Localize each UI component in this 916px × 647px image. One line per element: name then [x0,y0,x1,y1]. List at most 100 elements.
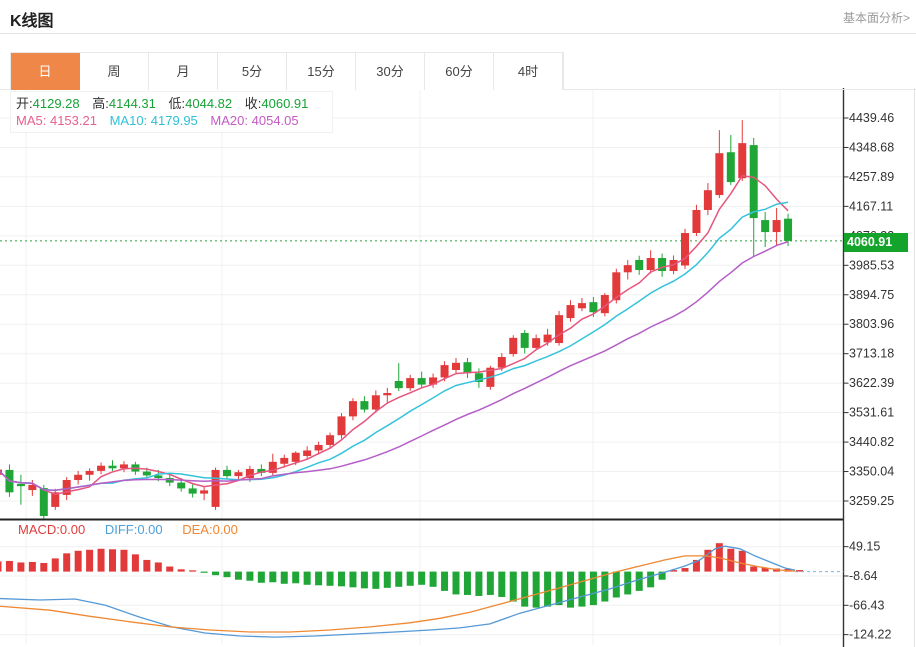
macd-bar [418,571,426,585]
macd-bar [189,570,197,572]
candle-body [371,395,380,410]
macd-bar [635,571,643,591]
macd-bar [383,571,391,588]
price-tick-label: 3713.18 [849,347,894,361]
tab-15分[interactable]: 15分 [287,53,356,90]
candle-body [303,450,312,456]
macd-bar [498,571,506,597]
ohlc-overlay: 开:4129.28 高:4144.31 低:4044.82 收:4060.91 … [10,91,333,133]
macd-bar [28,561,36,572]
candle-body [39,488,48,517]
macd-bar [750,566,758,572]
page-title: K线图 [10,13,54,30]
macd-bar [521,571,529,607]
ma10-label: MA10: [109,113,148,128]
candle-body [257,468,266,473]
ma20-line [0,240,789,491]
macd-bar [372,571,380,589]
tab-60分[interactable]: 60分 [425,53,494,90]
macd-indicator-row: MACD:0.00 DIFF:0.00 DEA:0.00 [18,522,254,537]
open-label: 开: [16,96,33,111]
candle-body [211,469,220,507]
candle-body [703,190,712,210]
candle-body [532,338,541,348]
macd-bar [234,571,242,580]
tab-4时[interactable]: 4时 [494,53,563,90]
candle-body [51,492,60,507]
macd-bar [647,571,655,588]
macd-bar [51,558,59,572]
candle-body [154,475,163,479]
tab-30分[interactable]: 30分 [356,53,425,90]
close-value: 4060.91 [261,96,309,111]
macd-bar [131,554,139,572]
candle-body [348,401,357,417]
macd-bar [738,550,746,572]
close-label: 收: [244,96,262,111]
candle-body [85,470,94,475]
candle-body [738,143,747,179]
macd-value: MACD:0.00 [18,522,86,537]
macd-bar [761,568,769,572]
current-price-tag: 4060.91 [844,233,908,252]
ma5-label: MA5: [16,113,47,128]
title-bar: K线图 基本面分析> [0,0,916,34]
candle-body [245,468,254,479]
macd-bar [406,571,414,586]
candle-body [623,265,632,273]
candle-body [509,337,518,355]
candle-body [188,488,197,494]
macd-tick-label: -66.43 [849,598,884,612]
tab-周[interactable]: 周 [80,53,149,90]
price-tick-label: 3985.53 [849,258,894,272]
macd-tick-label: -124.22 [849,628,891,642]
macd-bar [578,571,586,607]
macd-bar [166,566,174,572]
candle-body [784,218,793,241]
macd-bar [303,571,311,585]
macd-bar [429,571,437,587]
tab-日[interactable]: 日 [11,53,80,90]
macd-bar [509,571,517,602]
macd-bar [670,570,678,572]
candle-body [200,490,209,494]
macd-bar [475,571,483,596]
candle-body [589,302,598,313]
price-tick-label: 4348.68 [849,140,894,154]
candle-body [417,378,426,385]
price-tick-label: 4167.11 [849,199,893,213]
macd-bar [326,571,334,586]
macd-bar [532,571,540,608]
tab-5分[interactable]: 5分 [218,53,287,90]
candle-body [658,258,667,271]
price-tick-label: 3803.96 [849,317,894,331]
macd-bar [463,571,471,595]
candle-body [577,303,586,309]
low-value: 4044.82 [185,96,233,111]
macd-bar [704,549,712,572]
price-tick-label: 3622.39 [849,376,894,390]
macd-bar [486,571,494,595]
price-tick-label: 3894.75 [849,288,894,302]
macd-bar [544,571,552,607]
candle-body [761,220,770,233]
macd-bar [269,571,277,583]
candle-body [463,362,472,374]
candle-body [520,332,529,348]
macd-bar [692,559,700,572]
high-value: 4144.31 [108,96,156,111]
macd-bar [257,571,265,583]
macd-bar [360,571,368,589]
macd-bar [63,553,71,572]
open-value: 4129.28 [32,96,80,111]
fundamental-analysis-link[interactable]: 基本面分析> [842,11,910,25]
candle-body [566,305,575,319]
macd-bar [74,550,82,572]
price-tick-label: 4257.89 [849,170,894,184]
ma5-value: 4153.21 [49,113,97,128]
candle-body [772,220,781,233]
tab-月[interactable]: 月 [149,53,218,90]
price-tick-label: 3259.25 [849,494,894,508]
ma-row: MA5: 4153.21 MA10: 4179.95 MA20: 4054.05 [16,112,332,129]
candle-body [62,479,71,495]
